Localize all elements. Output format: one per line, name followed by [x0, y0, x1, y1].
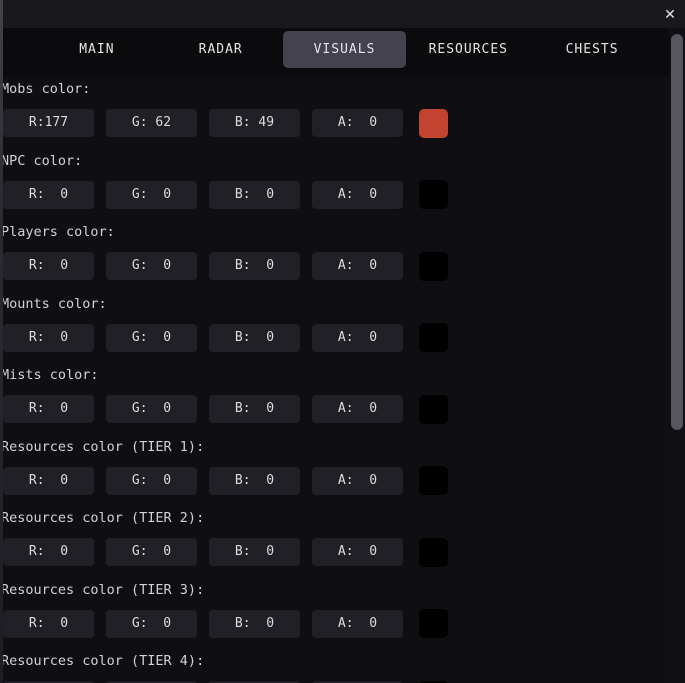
color-swatch[interactable]	[419, 323, 448, 352]
color-swatch[interactable]	[419, 180, 448, 209]
rgba-row: R: 0 G: 0 B: 0 A: 0	[3, 537, 685, 567]
section-label: Resources color (TIER 4):	[1, 653, 205, 669]
close-icon[interactable]: ✕	[664, 6, 676, 23]
a-value-field[interactable]: A: 0	[312, 109, 403, 137]
color-section: Mists color: R: 0 G: 0 B: 0 A: 0	[0, 367, 685, 424]
a-value-field[interactable]: A: 0	[312, 323, 403, 352]
section-label: Mobs color:	[1, 81, 91, 97]
color-section: Mobs color: R:177 G: 62 B: 49 A: 0	[0, 81, 685, 138]
g-value-field[interactable]: G: 0	[106, 323, 197, 352]
color-swatch[interactable]	[419, 466, 448, 495]
a-value-field[interactable]: A: 0	[312, 252, 403, 280]
g-value-field[interactable]: G: 0	[106, 609, 197, 638]
r-value-field[interactable]: R:177	[3, 109, 94, 137]
sections: Mobs color: R:177 G: 62 B: 49 A: 0 NPC c…	[0, 75, 685, 683]
b-value-field[interactable]: B: 0	[209, 252, 300, 280]
tab-resources[interactable]: RESOURCES	[428, 42, 509, 57]
r-value-field[interactable]: R: 0	[3, 323, 94, 352]
color-section: Resources color (TIER 2): R: 0 G: 0 B: 0…	[0, 510, 685, 567]
b-value-field[interactable]: B: 49	[209, 109, 300, 137]
tab-bar: MAIN RADAR VISUALS RESOURCES CHESTS	[35, 31, 654, 68]
r-value-field[interactable]: R: 0	[3, 609, 94, 638]
color-swatch[interactable]	[419, 108, 448, 138]
b-value-field[interactable]: B: 0	[209, 395, 300, 423]
section-label: NPC color:	[1, 152, 83, 169]
title-bar[interactable]: ✕	[0, 0, 685, 28]
r-value-field[interactable]: R: 0	[3, 538, 94, 566]
color-swatch[interactable]	[419, 251, 448, 281]
section-label: Resources color (TIER 2):	[1, 510, 205, 526]
window-left-edge	[0, 0, 3, 683]
g-value-field[interactable]: G: 62	[106, 109, 197, 137]
a-value-field[interactable]: A: 0	[312, 180, 403, 209]
color-section: Resources color (TIER 4): R: 0 G: 0 B: 0…	[0, 654, 685, 683]
section-label: Mists color:	[1, 367, 99, 383]
color-section: NPC color: R: 0 G: 0 B: 0 A: 0	[0, 154, 685, 209]
b-value-field[interactable]: B: 0	[209, 466, 300, 495]
color-section: Players color: R: 0 G: 0 B: 0 A: 0	[0, 224, 685, 281]
a-value-field[interactable]: A: 0	[312, 609, 403, 638]
rgba-row: R:177 G: 62 B: 49 A: 0	[3, 108, 685, 138]
rgba-row: R: 0 G: 0 B: 0 A: 0	[3, 609, 685, 638]
g-value-field[interactable]: G: 0	[106, 538, 197, 566]
a-value-field[interactable]: A: 0	[312, 681, 403, 683]
scrollbar-thumb[interactable]	[671, 34, 683, 430]
b-value-field[interactable]: B: 0	[209, 538, 300, 566]
b-value-field[interactable]: B: 0	[209, 681, 300, 683]
r-value-field[interactable]: R: 0	[3, 180, 94, 209]
r-value-field[interactable]: R: 0	[3, 252, 94, 280]
color-swatch[interactable]	[419, 609, 448, 638]
r-value-field[interactable]: R: 0	[3, 681, 94, 683]
tab-radar[interactable]: RADAR	[198, 42, 243, 57]
rgba-row: R: 0 G: 0 B: 0 A: 0	[3, 394, 685, 424]
color-swatch[interactable]	[419, 680, 448, 683]
g-value-field[interactable]: G: 0	[106, 466, 197, 495]
color-section: Mounts color: R: 0 G: 0 B: 0 A: 0	[0, 297, 685, 352]
g-value-field[interactable]: G: 0	[106, 395, 197, 423]
tab-chests[interactable]: CHESTS	[565, 42, 619, 57]
r-value-field[interactable]: R: 0	[3, 395, 94, 423]
section-label: Mounts color:	[1, 295, 107, 312]
g-value-field[interactable]: G: 0	[106, 681, 197, 683]
rgba-row: R: 0 G: 0 B: 0 A: 0	[3, 251, 685, 281]
g-value-field[interactable]: G: 0	[106, 180, 197, 209]
a-value-field[interactable]: A: 0	[312, 538, 403, 566]
g-value-field[interactable]: G: 0	[106, 252, 197, 280]
tab-visuals[interactable]: VISUALS	[282, 31, 407, 68]
b-value-field[interactable]: B: 0	[209, 323, 300, 352]
tab-main[interactable]: MAIN	[79, 42, 115, 57]
color-swatch[interactable]	[419, 394, 448, 424]
a-value-field[interactable]: A: 0	[312, 466, 403, 495]
color-swatch[interactable]	[419, 537, 448, 567]
scrollbar[interactable]	[669, 28, 685, 683]
rgba-row: R: 0 G: 0 B: 0 A: 0	[3, 680, 685, 683]
rgba-row: R: 0 G: 0 B: 0 A: 0	[3, 323, 685, 352]
b-value-field[interactable]: B: 0	[209, 180, 300, 209]
b-value-field[interactable]: B: 0	[209, 609, 300, 638]
rgba-row: R: 0 G: 0 B: 0 A: 0	[3, 466, 685, 495]
rgba-row: R: 0 G: 0 B: 0 A: 0	[3, 180, 685, 209]
color-section: Resources color (TIER 1): R: 0 G: 0 B: 0…	[0, 440, 685, 495]
r-value-field[interactable]: R: 0	[3, 466, 94, 495]
section-label: Players color:	[1, 224, 115, 240]
tab-strip: MAIN RADAR VISUALS RESOURCES CHESTS	[0, 28, 685, 75]
section-label: Resources color (TIER 3):	[1, 581, 205, 598]
color-section: Resources color (TIER 3): R: 0 G: 0 B: 0…	[0, 583, 685, 638]
a-value-field[interactable]: A: 0	[312, 395, 403, 423]
section-label: Resources color (TIER 1):	[1, 438, 205, 455]
